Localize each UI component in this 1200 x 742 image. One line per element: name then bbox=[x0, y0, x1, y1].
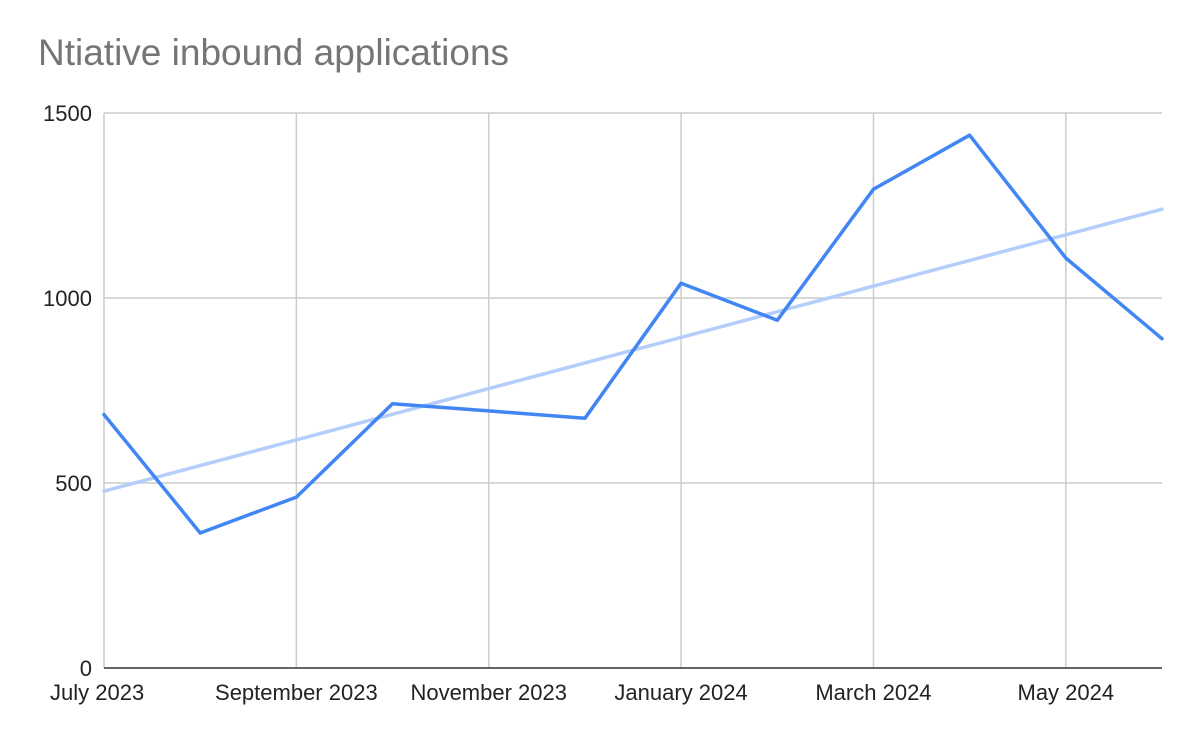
y-tick-label: 500 bbox=[55, 471, 92, 496]
y-tick-label: 1500 bbox=[43, 101, 92, 126]
data-point bbox=[391, 402, 395, 406]
data-point bbox=[294, 495, 298, 499]
data-point bbox=[968, 133, 972, 137]
data-point bbox=[102, 413, 106, 417]
x-tick-label: March 2024 bbox=[815, 680, 931, 705]
x-tick-label: May 2024 bbox=[1018, 680, 1115, 705]
series-line bbox=[102, 133, 1164, 535]
tick-labels: 0 500 1000 1500 July 2023 September 2023 Novem… bbox=[43, 101, 1114, 705]
x-tick-label: January 2024 bbox=[614, 680, 747, 705]
data-point bbox=[1064, 256, 1068, 260]
chart-title: Ntiative inbound applications bbox=[38, 32, 510, 73]
data-point bbox=[198, 531, 202, 535]
data-point bbox=[871, 187, 875, 191]
x-tick-label: July 2023 bbox=[50, 680, 144, 705]
data-point bbox=[775, 318, 779, 322]
data-point bbox=[583, 416, 587, 420]
data-point bbox=[679, 281, 683, 285]
y-tick-label: 1000 bbox=[43, 286, 92, 311]
data-point bbox=[1160, 337, 1164, 341]
x-tick-label: November 2023 bbox=[410, 680, 567, 705]
grid-lines bbox=[103, 112, 1162, 668]
data-point bbox=[487, 409, 491, 413]
series-layer bbox=[102, 133, 1164, 535]
x-tick-label: September 2023 bbox=[215, 680, 378, 705]
y-tick-label: 0 bbox=[80, 656, 92, 681]
